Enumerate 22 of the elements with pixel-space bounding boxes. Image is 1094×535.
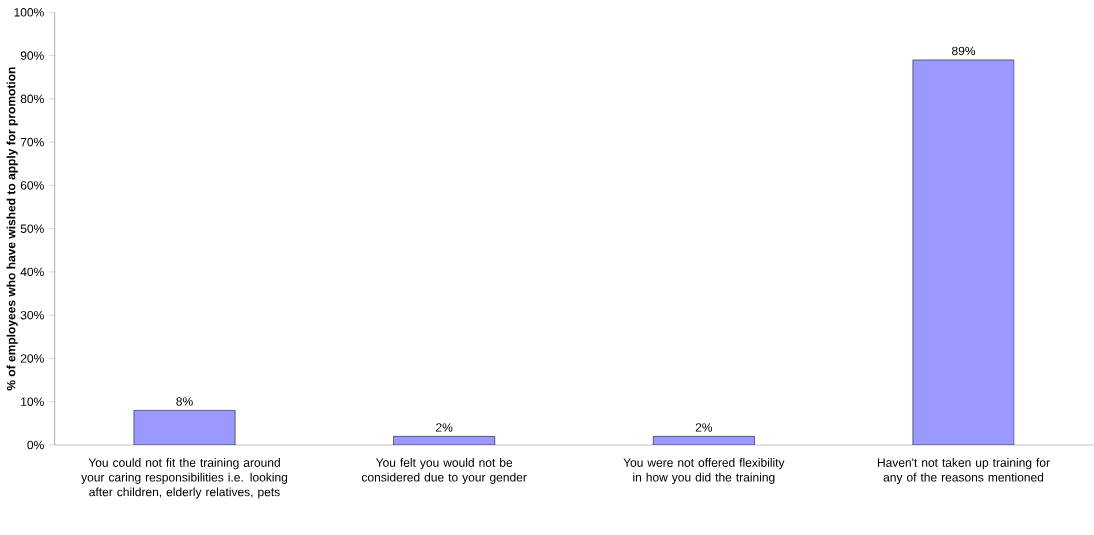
data-label: 2%: [436, 423, 453, 432]
y-tick-label: 40%: [20, 267, 44, 277]
y-tick-label: 0%: [27, 440, 44, 450]
y-tick-label: 10%: [21, 397, 44, 406]
y-tick-label: 100%: [14, 8, 44, 17]
data-label: 2%: [695, 423, 713, 432]
bar: [133, 410, 236, 445]
y-tick-label: 30%: [20, 310, 44, 320]
y-tick-label: 50%: [20, 224, 44, 233]
x-tick-label: You were not offered flexibility in how you did the training: [623, 458, 785, 484]
x-tick-label: Haven't not taken up training for any of the reasons mentioned: [877, 458, 1050, 484]
data-label: 8%: [176, 397, 193, 406]
y-tick-label: 70%: [20, 137, 44, 147]
y-axis-title: % of employees who have wished to apply for promotion: [6, 67, 18, 391]
y-tick-label: 80%: [20, 94, 44, 104]
y-tick-label: 20%: [20, 354, 44, 363]
x-tick-label: You could not fit the training around your caring responsibilities i.e. looking after children, elderly relatives, pets: [81, 458, 288, 499]
data-label: 89%: [952, 46, 976, 56]
x-tick-label: You felt you would not be considered due to your gender: [361, 458, 527, 484]
y-tick-label: 60%: [20, 181, 44, 190]
bar: [912, 59, 1015, 445]
y-tick-label: 90%: [20, 51, 44, 60]
